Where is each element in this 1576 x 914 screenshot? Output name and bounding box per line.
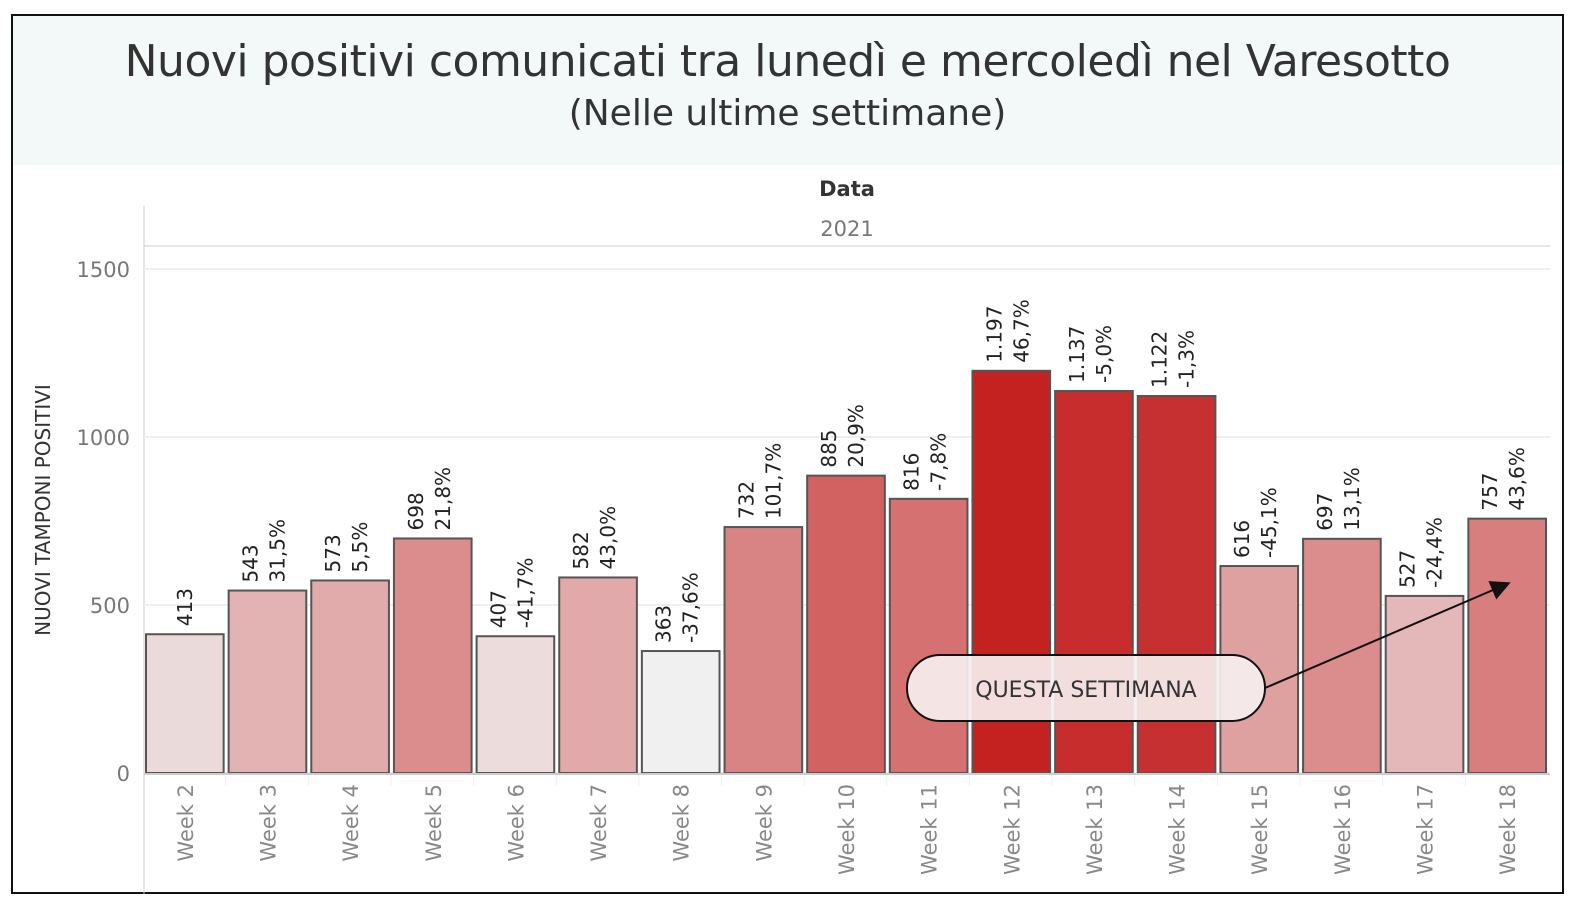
value-label: 573 xyxy=(321,534,345,572)
value-label: 1.122 xyxy=(1148,331,1172,388)
value-label: 407 xyxy=(486,590,510,628)
annotation-arrow xyxy=(1264,581,1511,689)
column-value: 2021 xyxy=(820,217,873,241)
pct-label: -45,1% xyxy=(1257,487,1281,558)
x-tick-label: Week 9 xyxy=(752,784,776,862)
pct-label: 46,7% xyxy=(1009,299,1033,363)
pct-label: 31,5% xyxy=(265,519,289,583)
pct-label: 21,8% xyxy=(431,467,455,531)
bar[interactable] xyxy=(806,474,886,774)
bar[interactable] xyxy=(392,537,473,774)
x-tick-label: Week 8 xyxy=(670,784,694,862)
bar[interactable] xyxy=(1384,594,1465,774)
x-tick-label: Week 2 xyxy=(174,784,198,862)
x-tick-label: Week 18 xyxy=(1496,784,1520,875)
chart-frame xyxy=(11,14,1564,894)
x-tick-label: Week 3 xyxy=(256,784,280,862)
y-tick-label: 1500 xyxy=(77,258,130,282)
pct-label: -1,3% xyxy=(1175,330,1199,388)
chart-subtitle: (Nelle ultime settimane) xyxy=(568,93,1007,134)
value-label: 1.197 xyxy=(982,306,1006,363)
y-tick-label: 500 xyxy=(90,594,130,618)
value-label: 732 xyxy=(734,481,758,519)
pct-label: 5,5% xyxy=(348,522,372,573)
x-tick-label: Week 11 xyxy=(918,784,942,875)
pct-label: 13,1% xyxy=(1340,467,1364,531)
chart-header: Nuovi positivi comunicati tra lunedì e m… xyxy=(13,16,1562,165)
value-label: 582 xyxy=(569,531,593,569)
column-header: Data xyxy=(819,177,875,201)
bar[interactable] xyxy=(475,635,556,774)
bar[interactable] xyxy=(888,497,969,774)
value-label: 816 xyxy=(900,453,924,491)
bar[interactable] xyxy=(227,589,308,774)
pct-label: -41,7% xyxy=(513,557,537,628)
pct-label: 20,9% xyxy=(844,404,868,468)
x-tick-label: Week 4 xyxy=(339,784,363,862)
pct-label: 43,0% xyxy=(596,506,620,570)
bar[interactable] xyxy=(310,579,390,774)
value-label: 527 xyxy=(1396,550,1420,588)
y-tick-label: 0 xyxy=(117,762,130,786)
x-tick-label: Week 17 xyxy=(1414,784,1438,875)
value-label: 885 xyxy=(817,429,841,467)
y-axis-label: NUOVI TAMPONI POSITIVI xyxy=(31,384,55,636)
annotation: QUESTA SETTIMANA xyxy=(906,581,1511,722)
value-label: 363 xyxy=(652,605,676,643)
x-tick-label: Week 12 xyxy=(1000,784,1024,875)
bar[interactable] xyxy=(558,576,638,774)
pct-label: 101,7% xyxy=(761,443,785,519)
pct-label: -24,4% xyxy=(1423,517,1447,588)
chart-title: Nuovi positivi comunicati tra lunedì e m… xyxy=(124,36,1451,87)
value-label: 616 xyxy=(1230,520,1254,558)
x-tick-label: Week 6 xyxy=(504,784,528,862)
x-tick-label: Week 5 xyxy=(422,784,446,862)
x-tick-label: Week 13 xyxy=(1083,784,1107,875)
value-label: 697 xyxy=(1313,493,1337,531)
x-tick-label: Week 16 xyxy=(1331,784,1355,875)
annotation-box xyxy=(906,654,1266,722)
y-tick-label: 1000 xyxy=(77,426,130,450)
x-tick-label: Week 14 xyxy=(1166,784,1190,875)
bar[interactable] xyxy=(145,633,225,774)
value-label: 543 xyxy=(238,544,262,582)
value-label: 698 xyxy=(404,492,428,530)
bar[interactable] xyxy=(1467,517,1547,775)
pct-label: 43,6% xyxy=(1505,447,1529,511)
bar[interactable] xyxy=(723,526,804,774)
pct-label: -5,0% xyxy=(1092,325,1116,383)
value-label: 1.137 xyxy=(1065,326,1089,383)
value-label: 757 xyxy=(1478,472,1502,510)
x-tick-label: Week 15 xyxy=(1248,784,1272,875)
pct-label: -7,8% xyxy=(927,433,951,491)
x-tick-label: Week 10 xyxy=(835,784,859,875)
bar[interactable] xyxy=(640,650,721,774)
value-label: 413 xyxy=(173,588,197,626)
annotation-text: QUESTA SETTIMANA xyxy=(975,678,1196,703)
x-tick-label: Week 7 xyxy=(587,784,611,862)
pct-label: -37,6% xyxy=(679,572,703,643)
